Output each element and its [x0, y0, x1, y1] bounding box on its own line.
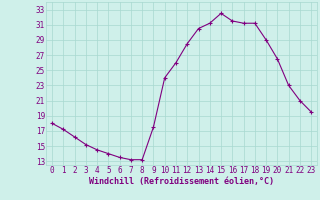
X-axis label: Windchill (Refroidissement éolien,°C): Windchill (Refroidissement éolien,°C) — [89, 177, 274, 186]
